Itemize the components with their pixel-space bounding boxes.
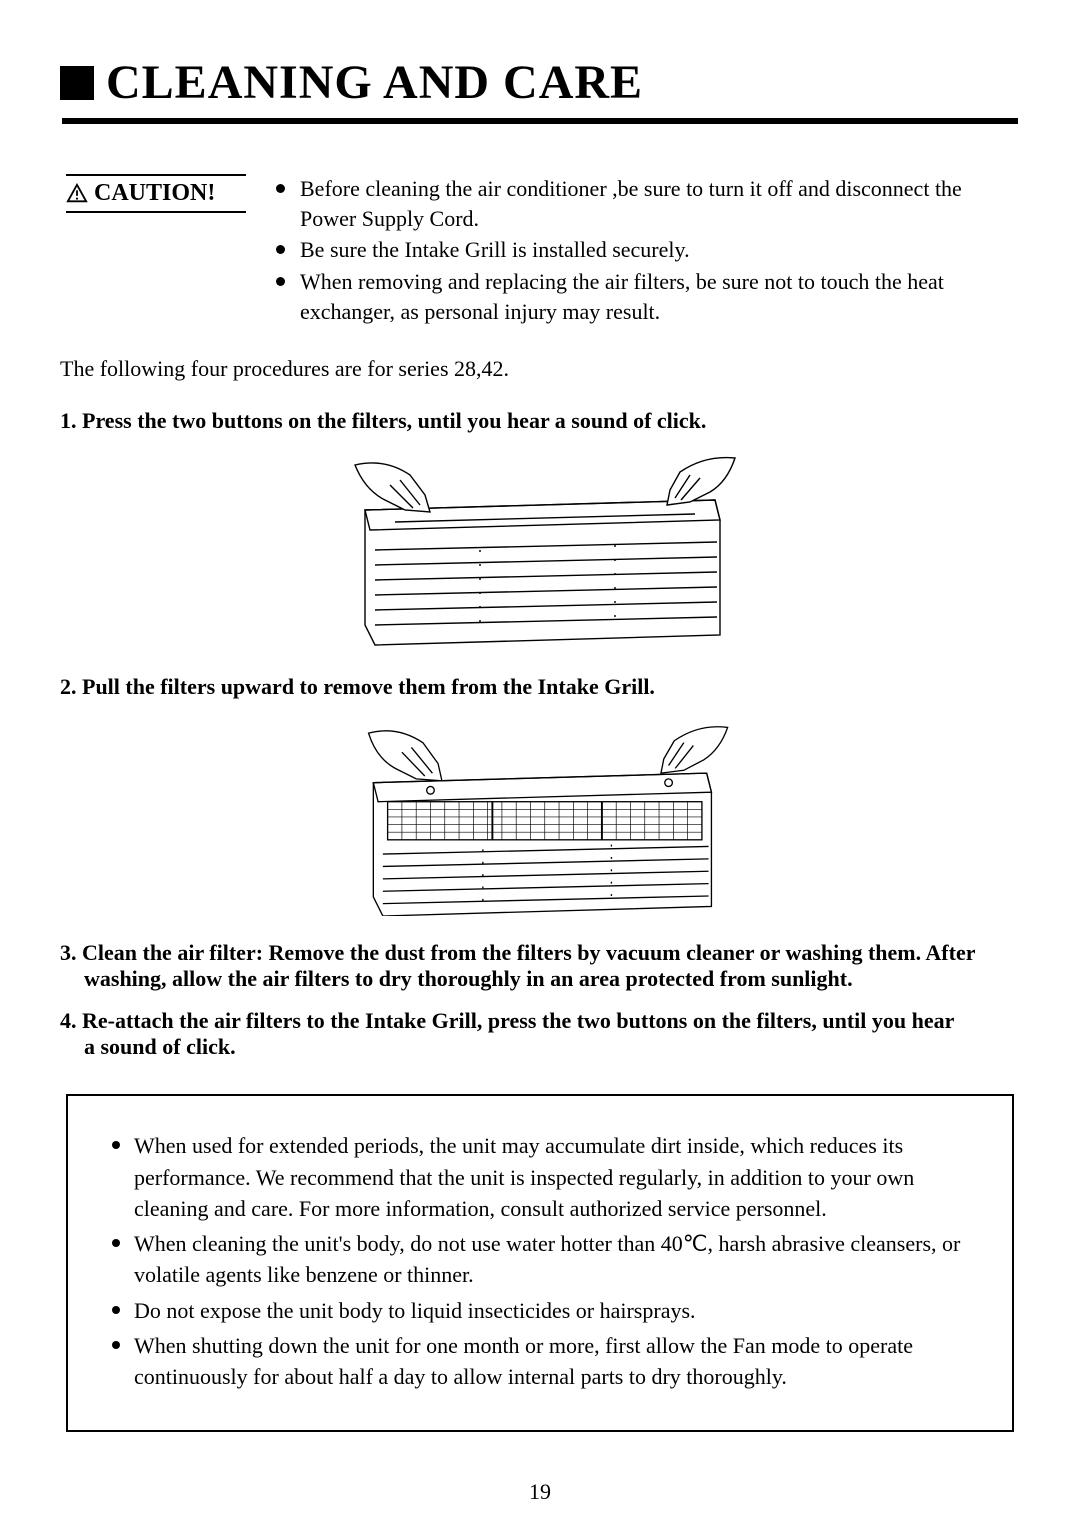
step-4: 4. Re-attach the air filters to the Inta… — [60, 1008, 1020, 1060]
step-3-line1: 3. Clean the air filter: Remove the dust… — [60, 940, 976, 965]
caution-label-box: CAUTION! — [66, 174, 246, 213]
title-bullet-square — [60, 66, 94, 100]
title-row: CLEANING AND CARE — [60, 55, 1020, 110]
info-box: When used for extended periods, the unit… — [66, 1094, 1014, 1432]
diagram-2 — [325, 716, 755, 916]
caution-item: When removing and replacing the air filt… — [276, 267, 1020, 326]
step-3: 3. Clean the air filter: Remove the dust… — [60, 940, 1020, 992]
diagram-1 — [325, 450, 755, 650]
title-underline — [62, 118, 1018, 124]
caution-item: Before cleaning the air conditioner ,be … — [276, 174, 1020, 233]
page-number: 19 — [0, 1479, 1080, 1505]
step-3-line2: washing, allow the air filters to dry th… — [60, 966, 1020, 992]
caution-item: Be sure the Intake Grill is installed se… — [276, 235, 1020, 265]
caution-section: CAUTION! Before cleaning the air conditi… — [60, 174, 1020, 328]
diagram-2-container — [60, 716, 1020, 916]
info-item: When shutting down the unit for one mont… — [108, 1330, 972, 1392]
step-4-line2: a sound of click. — [60, 1034, 1020, 1060]
intro-text: The following four procedures are for se… — [60, 356, 1020, 382]
caution-label: CAUTION! — [94, 180, 215, 207]
page-title: CLEANING AND CARE — [106, 55, 643, 110]
info-item: Do not expose the unit body to liquid in… — [108, 1295, 972, 1326]
warning-triangle-icon — [66, 183, 88, 205]
step-4-line1: 4. Re-attach the air filters to the Inta… — [60, 1008, 954, 1033]
info-item: When cleaning the unit's body, do not us… — [108, 1228, 972, 1290]
diagram-1-container — [60, 450, 1020, 650]
info-item: When used for extended periods, the unit… — [108, 1130, 972, 1224]
caution-list: Before cleaning the air conditioner ,be … — [276, 174, 1020, 328]
step-1: 1. Press the two buttons on the filters,… — [60, 408, 1020, 434]
step-2: 2. Pull the filters upward to remove the… — [60, 674, 1020, 700]
